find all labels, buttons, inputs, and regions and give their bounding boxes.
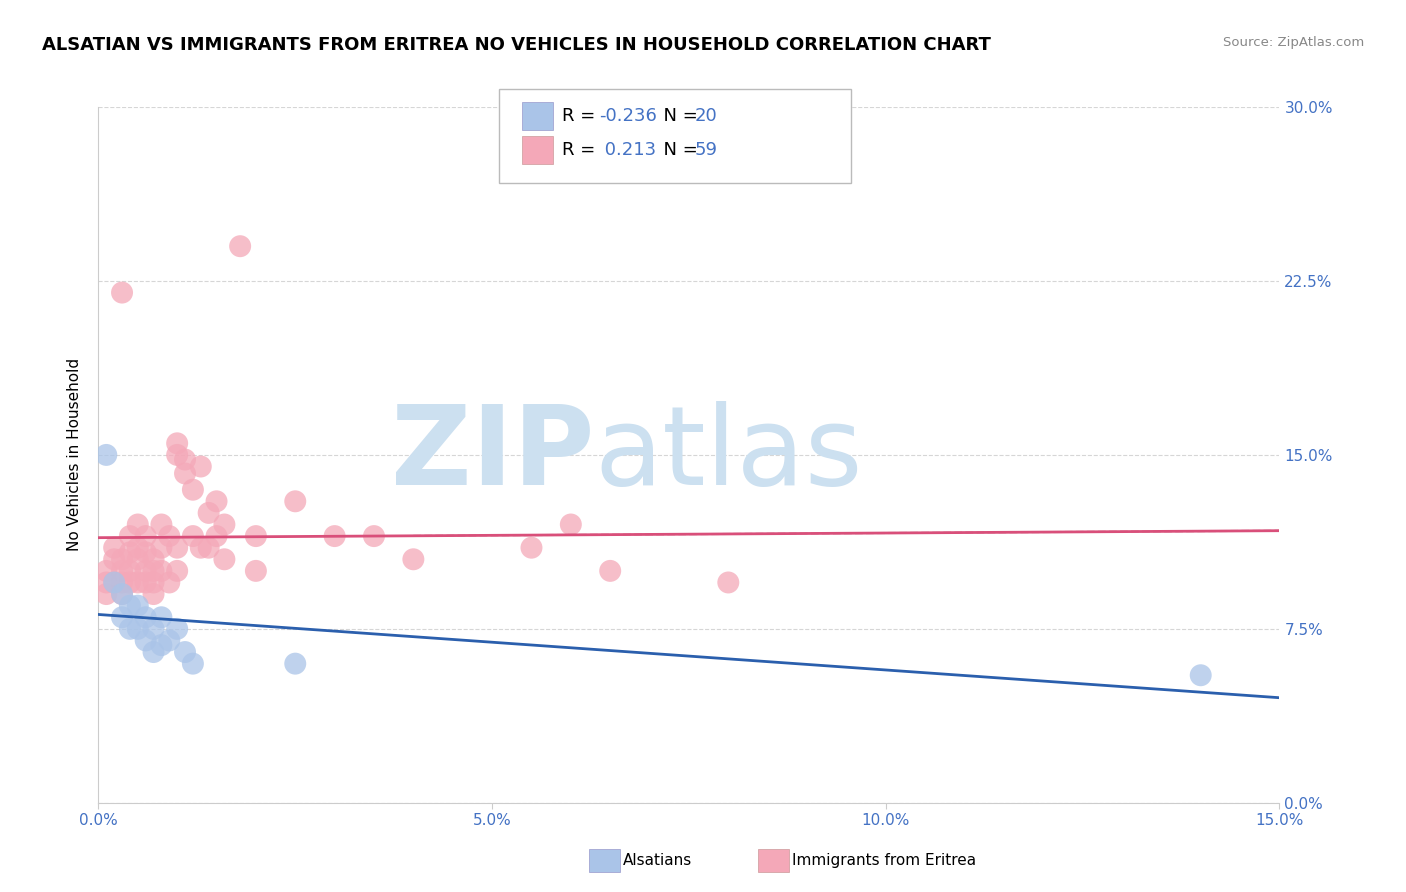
Point <box>142 622 165 636</box>
Point <box>111 587 134 601</box>
Point <box>96 575 118 590</box>
Point <box>118 575 141 590</box>
Point <box>118 622 141 636</box>
Point <box>150 638 173 652</box>
Point <box>111 587 134 601</box>
Text: N =: N = <box>652 141 704 159</box>
Point <box>181 483 204 497</box>
Point <box>402 552 425 566</box>
Point <box>135 529 157 543</box>
Point <box>150 517 173 532</box>
Point <box>205 494 228 508</box>
Text: Immigrants from Eritrea: Immigrants from Eritrea <box>792 854 976 868</box>
Point <box>127 552 149 566</box>
Point <box>197 506 219 520</box>
Point <box>127 517 149 532</box>
Point <box>96 448 118 462</box>
Point <box>214 517 236 532</box>
Point <box>127 599 149 613</box>
Y-axis label: No Vehicles in Household: No Vehicles in Household <box>67 359 83 551</box>
Point <box>111 610 134 624</box>
Point <box>142 575 165 590</box>
Point <box>127 541 149 555</box>
Point <box>150 564 173 578</box>
Point <box>214 552 236 566</box>
Point <box>135 545 157 559</box>
Point <box>142 587 165 601</box>
Text: N =: N = <box>652 107 704 125</box>
Text: 59: 59 <box>695 141 717 159</box>
Point <box>150 610 173 624</box>
Point <box>363 529 385 543</box>
Point <box>1189 668 1212 682</box>
Point <box>717 575 740 590</box>
Point <box>166 564 188 578</box>
Point <box>111 552 134 566</box>
Point <box>181 657 204 671</box>
Point <box>284 494 307 508</box>
Point <box>150 541 173 555</box>
Point <box>142 645 165 659</box>
Point <box>127 575 149 590</box>
Text: ZIP: ZIP <box>391 401 595 508</box>
Point <box>205 529 228 543</box>
Point <box>142 564 165 578</box>
Point <box>111 564 134 578</box>
Text: 0.213: 0.213 <box>599 141 657 159</box>
Point <box>245 529 267 543</box>
Point <box>118 599 141 613</box>
Point <box>190 541 212 555</box>
Point <box>284 657 307 671</box>
Text: Source: ZipAtlas.com: Source: ZipAtlas.com <box>1223 36 1364 49</box>
Point <box>103 575 125 590</box>
Point <box>520 541 543 555</box>
Point <box>103 575 125 590</box>
Point <box>103 541 125 555</box>
Point <box>190 459 212 474</box>
Point <box>229 239 252 253</box>
Point <box>96 564 118 578</box>
Point <box>142 552 165 566</box>
Text: -0.236: -0.236 <box>599 107 657 125</box>
Point <box>118 564 141 578</box>
Point <box>118 545 141 559</box>
Point <box>166 436 188 450</box>
Point <box>174 645 197 659</box>
Point <box>174 452 197 467</box>
Point <box>103 552 125 566</box>
Text: atlas: atlas <box>595 401 863 508</box>
Point <box>166 622 188 636</box>
Point <box>135 575 157 590</box>
Point <box>96 587 118 601</box>
Point <box>181 529 204 543</box>
Point <box>245 564 267 578</box>
Text: 20: 20 <box>695 107 717 125</box>
Point <box>127 622 149 636</box>
Point <box>118 529 141 543</box>
Point <box>135 564 157 578</box>
Point <box>157 575 180 590</box>
Point <box>166 541 188 555</box>
Point <box>599 564 621 578</box>
Point <box>560 517 582 532</box>
Text: R =: R = <box>562 107 602 125</box>
Point <box>111 575 134 590</box>
Point <box>197 541 219 555</box>
Point <box>111 285 134 300</box>
Point <box>157 633 180 648</box>
Point <box>174 467 197 481</box>
Text: Alsatians: Alsatians <box>623 854 692 868</box>
Point <box>323 529 346 543</box>
Point <box>135 610 157 624</box>
Point <box>166 448 188 462</box>
Text: R =: R = <box>562 141 602 159</box>
Text: ALSATIAN VS IMMIGRANTS FROM ERITREA NO VEHICLES IN HOUSEHOLD CORRELATION CHART: ALSATIAN VS IMMIGRANTS FROM ERITREA NO V… <box>42 36 991 54</box>
Point <box>135 633 157 648</box>
Point <box>157 529 180 543</box>
